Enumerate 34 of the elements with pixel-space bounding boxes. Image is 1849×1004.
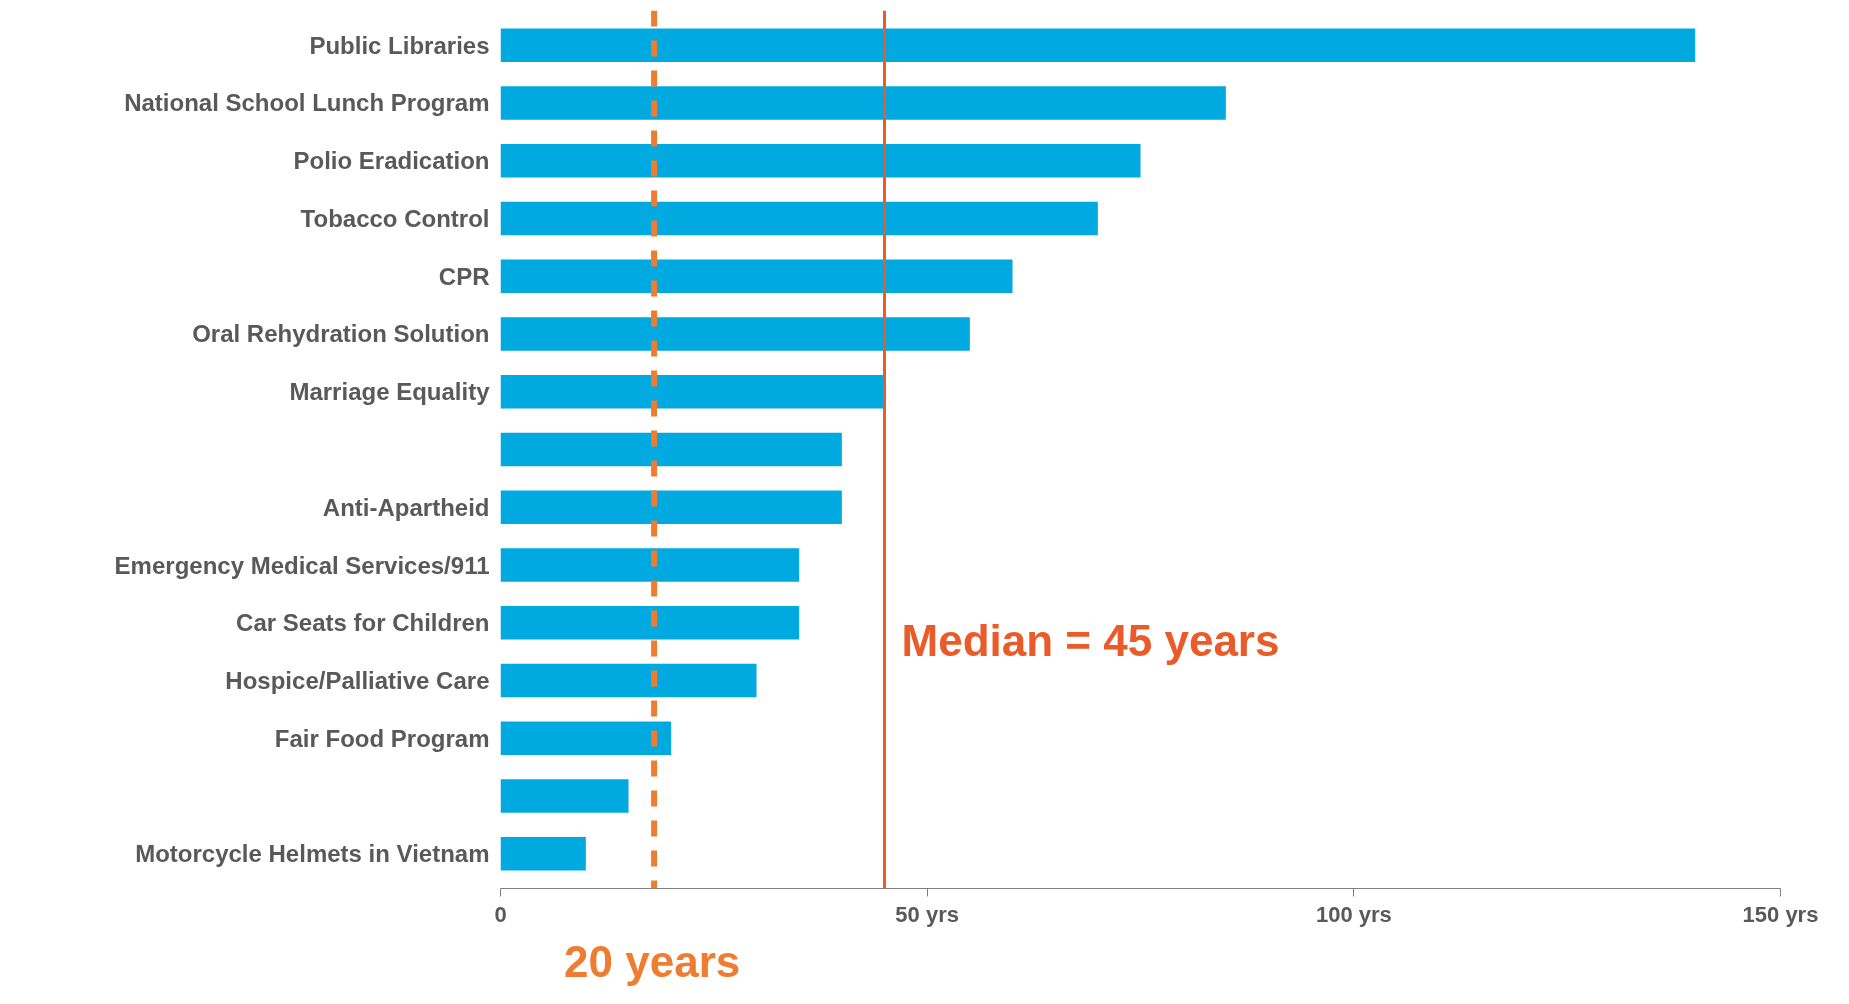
bar xyxy=(500,779,629,813)
bar xyxy=(500,317,970,351)
y-tick-label: Tobacco Control xyxy=(300,204,490,232)
bar xyxy=(500,201,1098,236)
bar xyxy=(500,374,885,409)
y-tick-label: Motorcycle Helmets in Vietnam xyxy=(135,840,490,868)
y-tick-label: Marriage Equality xyxy=(289,378,491,406)
bar xyxy=(500,28,1696,62)
y-tick-label: Car Seats for Children xyxy=(236,609,490,637)
y-tick-label: Polio Eradication xyxy=(293,147,490,175)
y-tick-label: Oral Rehydration Solution xyxy=(192,320,490,348)
x-tick-label: 0 xyxy=(494,901,507,927)
ref-line-label: 20 years xyxy=(564,936,741,986)
x-tick-label: 150 yrs xyxy=(1742,901,1819,927)
y-tick-label: National School Lunch Program xyxy=(124,89,490,117)
bar xyxy=(500,259,1013,293)
y-tick-label: Public Libraries xyxy=(309,31,490,59)
bar xyxy=(500,86,1226,120)
bar xyxy=(500,432,842,467)
x-tick-label: 100 yrs xyxy=(1315,901,1392,927)
y-tick-label: CPR xyxy=(438,262,490,290)
y-tick-label: Hospice/Palliative Care xyxy=(225,667,490,695)
bar xyxy=(500,548,800,582)
bar xyxy=(500,721,672,756)
bar xyxy=(500,143,1141,178)
y-tick-label: Fair Food Program xyxy=(274,724,490,752)
x-tick-label: 50 yrs xyxy=(895,901,959,927)
y-tick-label: Anti-Apartheid xyxy=(322,493,490,521)
ref-line-label: Median = 45 years xyxy=(901,615,1280,665)
y-tick-label: Emergency Medical Services/911 xyxy=(114,551,490,579)
bar xyxy=(500,490,842,525)
bar xyxy=(500,606,800,640)
bar xyxy=(500,837,586,871)
bar xyxy=(500,663,757,698)
